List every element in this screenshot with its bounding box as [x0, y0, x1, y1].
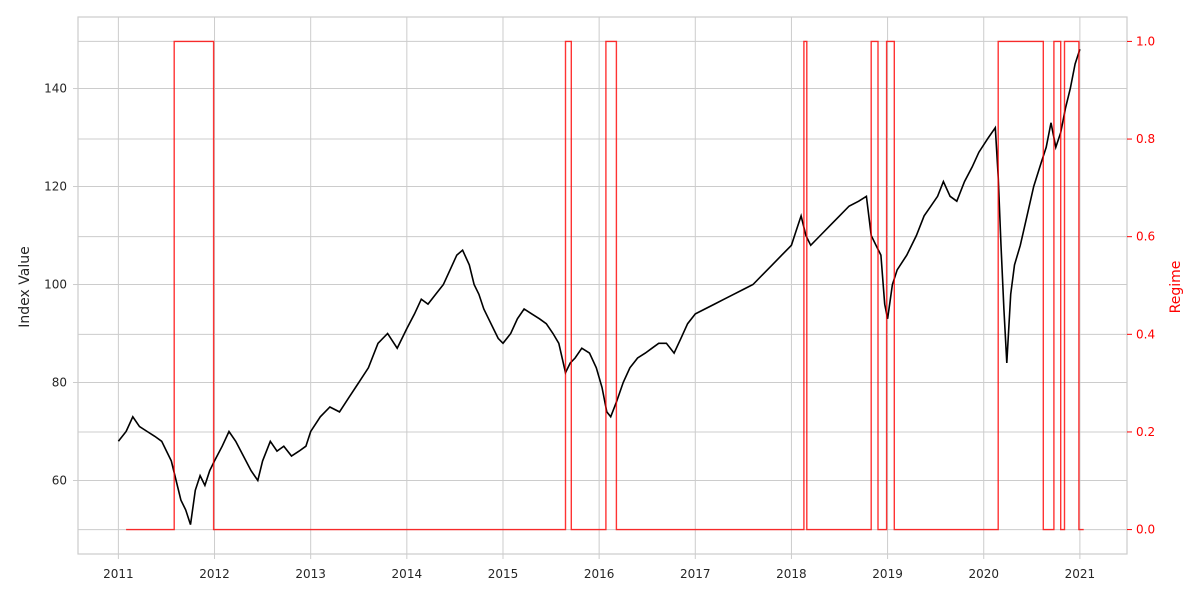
- y2-tick-label: 0.4: [1136, 327, 1155, 341]
- y2-tick-label: 0.6: [1136, 230, 1155, 244]
- y2-axis-title: Regime: [1168, 261, 1184, 314]
- grid: [78, 17, 1127, 554]
- x-tick-label: 2015: [488, 567, 519, 581]
- y2-tick-label: 0.0: [1136, 523, 1155, 537]
- y2-tick-label: 0.8: [1136, 132, 1155, 146]
- ticks: 2011 2012 2013 2014 2015 2016 2017 2018 2019 2020…: [44, 34, 1155, 581]
- y-tick-label: 140: [44, 82, 67, 96]
- y-axis-title: Index Value: [17, 246, 33, 327]
- x-tick-label: 2020: [968, 567, 999, 581]
- y2-tick-label: 0.2: [1136, 425, 1155, 439]
- series-layer: [117, 40, 1084, 531]
- y-tick-label: 100: [44, 278, 67, 292]
- x-tick-label: 2021: [1065, 567, 1096, 581]
- index-value-line: [117, 49, 1081, 525]
- plot-frame-rect: [77, 16, 1128, 555]
- regime-step-line: [126, 40, 1084, 531]
- y-tick-label: 80: [52, 376, 67, 390]
- y2-tick-label: 1.0: [1136, 34, 1155, 48]
- x-tick-label: 2016: [584, 567, 615, 581]
- y-tick-label: 60: [52, 474, 67, 488]
- x-tick-label: 2014: [392, 567, 423, 581]
- plot-frame: [77, 16, 1128, 555]
- x-tick-label: 2012: [199, 567, 230, 581]
- x-tick-label: 2011: [103, 567, 134, 581]
- x-tick-label: 2017: [680, 567, 711, 581]
- x-tick-label: 2019: [872, 567, 903, 581]
- x-tick-label: 2013: [295, 567, 326, 581]
- y-tick-label: 120: [44, 180, 67, 194]
- x-tick-label: 2018: [776, 567, 807, 581]
